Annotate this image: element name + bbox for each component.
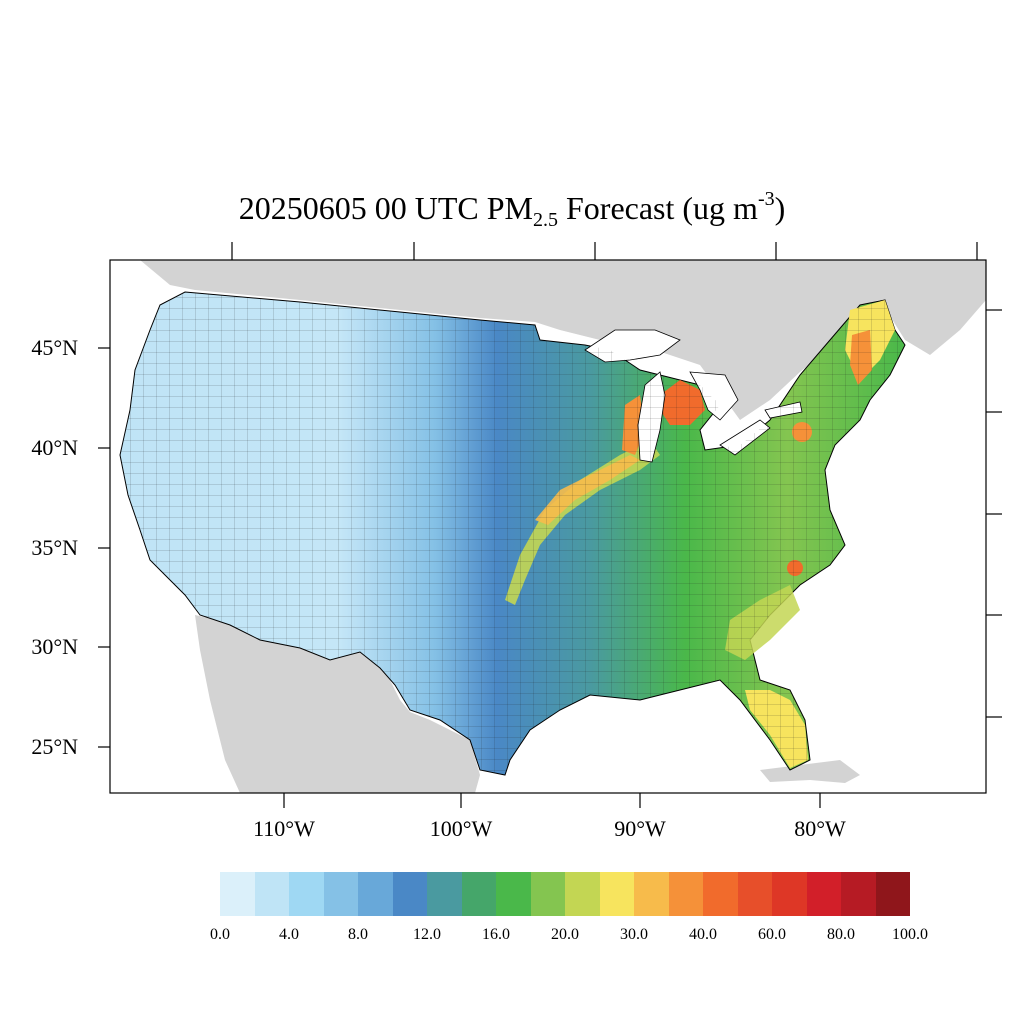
- colorbar-tick-label: 100.0: [892, 926, 928, 943]
- colorbar-swatch: [634, 872, 669, 916]
- colorbar-tick-label: 60.0: [758, 926, 786, 943]
- colorbar-swatch: [737, 872, 772, 916]
- colorbar-tick-label: 80.0: [827, 926, 855, 943]
- title-close: ): [774, 190, 786, 226]
- colorbar-tick-label: 40.0: [689, 926, 717, 943]
- colorbar-swatch: [289, 872, 324, 916]
- colorbar-tick-label: 20.0: [551, 926, 579, 943]
- colorbar-swatch: [875, 872, 910, 916]
- lat-label-30: 30°N: [31, 634, 78, 659]
- colorbar-tick-label: 0.0: [210, 926, 230, 943]
- colorbar-swatch: [703, 872, 738, 916]
- lon-label-80w: 80°W: [794, 816, 846, 841]
- map-area: [110, 260, 986, 793]
- colorbar-swatch: [496, 872, 531, 916]
- lon-label-100w: 100°W: [429, 816, 493, 841]
- colorbar-swatch: [323, 872, 358, 916]
- map-title: 20250605 00 UTC PM2.5 Forecast (ug m-3): [0, 184, 1024, 232]
- colorbar-swatch: [772, 872, 807, 916]
- mexico-land: [195, 615, 480, 793]
- colorbar-swatch: [599, 872, 634, 916]
- map-frame: [109, 259, 987, 794]
- colorbar-tick-label: 4.0: [279, 926, 299, 943]
- colorbar-tick-label: 8.0: [348, 926, 368, 943]
- title-units: Forecast (ug m: [557, 190, 758, 226]
- colorbar-swatch: [530, 872, 565, 916]
- lat-label-35: 35°N: [31, 535, 78, 560]
- colorbar-tick-label: 12.0: [413, 926, 441, 943]
- colorbar-swatch: [806, 872, 841, 916]
- lat-label-45: 45°N: [31, 335, 78, 360]
- colorbar-swatch: [841, 872, 876, 916]
- cuba-land: [760, 760, 860, 783]
- colorbar-swatch: [254, 872, 289, 916]
- lon-label-110w: 110°W: [253, 816, 315, 841]
- lat-label-40: 40°N: [31, 435, 78, 460]
- colorbar-swatch: [358, 872, 393, 916]
- colorbar-swatch: [461, 872, 496, 916]
- canada-land: [140, 260, 986, 420]
- axis-ticks: [98, 242, 1002, 808]
- title-main: 20250605 00 UTC PM: [238, 190, 533, 226]
- title-superscript: -3: [757, 188, 775, 210]
- lat-label-25: 25°N: [31, 734, 78, 759]
- lon-label-90w: 90°W: [614, 816, 666, 841]
- colorbar-tick-label: 30.0: [620, 926, 648, 943]
- colorbar-swatch: [392, 872, 427, 916]
- title-subscript: 2.5: [532, 209, 558, 231]
- county-boundaries: [120, 292, 905, 775]
- colorbar-swatch: [427, 872, 462, 916]
- colorbar: [220, 872, 910, 916]
- colorbar-tick-label: 16.0: [482, 926, 510, 943]
- colorbar-swatch: [668, 872, 703, 916]
- colorbar-swatch: [220, 872, 255, 916]
- colorbar-swatch: [565, 872, 600, 916]
